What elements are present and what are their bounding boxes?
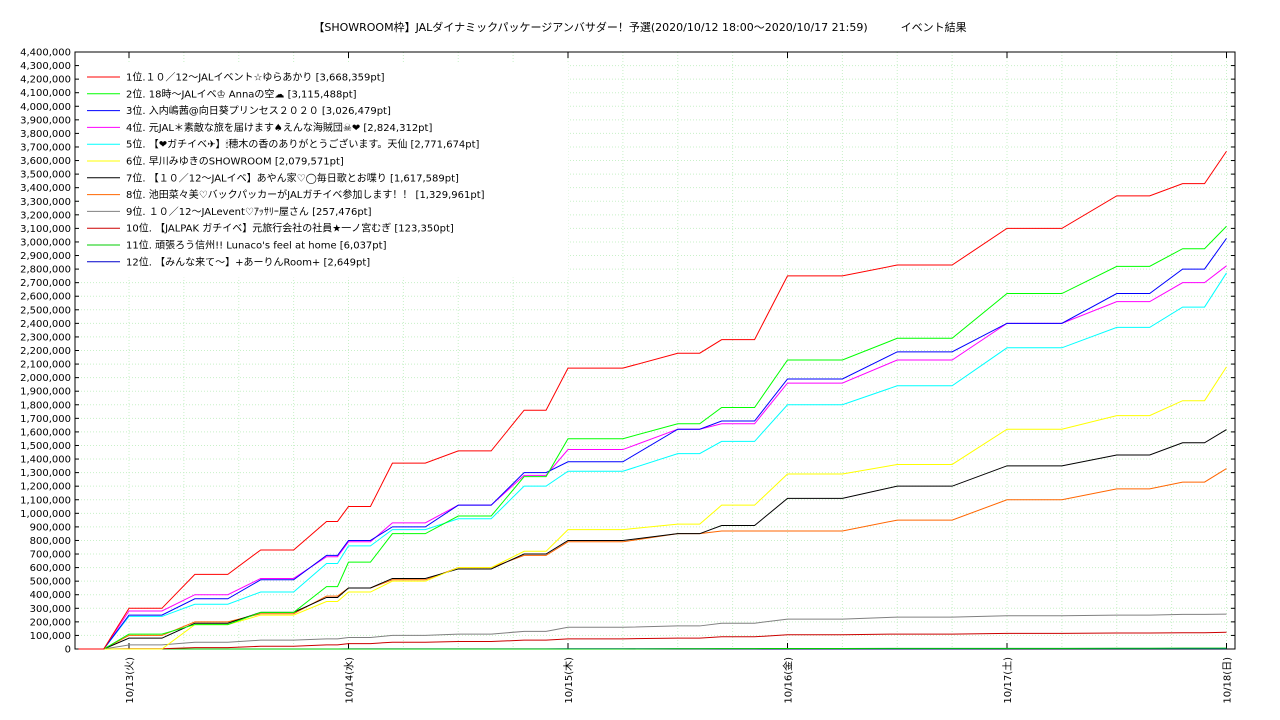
y-tick-label: 1,700,000	[20, 414, 71, 425]
x-axis-ticks: 10/13(火) 10/14(水) 10/15(木) 10/16(金) 10/17(土)…	[124, 52, 1234, 704]
legend-entry: 9位. １０／12～JALevent♡ｱｯｻﾘｰ屋さん [257,476pt]	[126, 205, 372, 218]
chart-title: 【SHOWROOM枠】JALダイナミックパッケージアンバサダー！予選(2020/…	[313, 21, 967, 34]
y-tick-label: 1,000,000	[20, 509, 71, 520]
y-tick-label: 3,400,000	[20, 183, 71, 194]
y-tick-label: 300,000	[30, 604, 71, 615]
series-line	[78, 150, 1227, 650]
y-tick-label: 1,900,000	[20, 387, 71, 398]
x-tick-label: 10/17(土)	[1001, 657, 1014, 704]
y-tick-label: 2,500,000	[20, 305, 71, 316]
series-lines	[78, 150, 1227, 650]
y-tick-label: 200,000	[30, 617, 71, 628]
series-line	[78, 468, 1227, 650]
legend-entry: 6位. 早川みゆきのSHOWROOM [2,079,571pt]	[126, 155, 344, 168]
y-tick-label: 2,200,000	[20, 346, 71, 357]
y-tick-label: 3,800,000	[20, 129, 71, 140]
legend-entry: 10位. 【JALPAK ガチイベ】元旅行会社の社員★一ノ宮むぎ [123,35…	[126, 222, 454, 235]
y-tick-label: 1,300,000	[20, 468, 71, 479]
y-tick-label: 2,000,000	[20, 373, 71, 384]
series-line	[78, 225, 1227, 650]
y-tick-label: 2,400,000	[20, 319, 71, 330]
series-line	[78, 613, 1227, 650]
y-tick-label: 3,900,000	[20, 115, 71, 126]
y-tick-label: 500,000	[30, 577, 71, 588]
y-tick-label: 2,100,000	[20, 360, 71, 371]
y-tick-label: 3,700,000	[20, 142, 71, 153]
y-tick-label: 700,000	[30, 550, 71, 561]
y-tick-label: 2,900,000	[20, 251, 71, 262]
x-tick-label: 10/16(金)	[782, 657, 795, 704]
y-tick-label: 100,000	[30, 631, 71, 642]
y-tick-label: 1,200,000	[20, 482, 71, 493]
y-tick-label: 3,000,000	[20, 237, 71, 248]
legend-entry: 1位.１０／12～JALイベント☆ゆらあかり [3,668,359pt]	[126, 71, 385, 84]
y-tick-label: 600,000	[30, 563, 71, 574]
legend-box	[80, 64, 568, 278]
legend-entry: 4位. 元JAL＊素敵な旅を届けます♠えんな海賊団☠❤ [2,824,312pt…	[126, 121, 432, 134]
legend-entry: 7位. 【１０／12～JALイベ】あやん家♡◯毎日歌とお喋り [1,617,58…	[126, 171, 459, 184]
y-tick-label: 2,700,000	[20, 278, 71, 289]
y-tick-label: 1,800,000	[20, 400, 71, 411]
legend-entry: 5位. 【❤ガチイベ✈】🕯穂木の香のありがとうございます。天仙 [2,771,6…	[126, 138, 480, 151]
y-tick-label: 4,400,000	[20, 48, 71, 59]
y-tick-label: 3,500,000	[20, 170, 71, 181]
y-tick-label: 3,600,000	[20, 156, 71, 167]
y-tick-label: 3,300,000	[20, 197, 71, 208]
y-tick-label: 2,600,000	[20, 292, 71, 303]
legend-entry: 3位. 入内嶋茜@向日葵プリンセス２０２０ [3,026,479pt]	[126, 104, 391, 117]
y-tick-label: 900,000	[30, 522, 71, 533]
y-tick-label: 2,800,000	[20, 265, 71, 276]
series-line	[78, 238, 1227, 650]
y-tick-label: 4,100,000	[20, 88, 71, 99]
y-tick-label: 400,000	[30, 590, 71, 601]
y-tick-label: 1,600,000	[20, 427, 71, 438]
legend-entry: 11位. 頑張ろう信州!! Lunaco's feel at home [6,0…	[126, 239, 387, 252]
y-tick-label: 1,100,000	[20, 495, 71, 506]
y-tick-label: 4,300,000	[20, 61, 71, 72]
y-tick-label: 1,400,000	[20, 455, 71, 466]
legend-entry: 2位. 18時～JALイベ♔ Annaの空☁ [3,115,488pt]	[126, 87, 357, 100]
y-tick-label: 4,200,000	[20, 75, 71, 86]
legend: 1位.１０／12～JALイベント☆ゆらあかり [3,668,359pt] 2位. …	[80, 64, 568, 278]
x-tick-label: 10/13(火)	[124, 657, 136, 704]
y-tick-label: 3,200,000	[20, 210, 71, 221]
y-axis-ticks: 0 100,000 200,000 300,000 400,000 500,000 600,…	[20, 48, 1235, 656]
y-tick-label: 4,000,000	[20, 102, 71, 113]
series-line	[78, 647, 1227, 650]
x-tick-label: 10/15(木)	[563, 657, 575, 704]
x-tick-label: 10/14(水)	[344, 657, 356, 704]
y-tick-label: 800,000	[30, 536, 71, 547]
x-tick-label: 10/18(日)	[1223, 657, 1234, 704]
series-line	[78, 366, 1227, 650]
y-tick-label: 1,500,000	[20, 441, 71, 452]
legend-entry: 8位. 池田菜々美♡バックパッカーがJALガチイベ参加します！！ [1,329,…	[126, 188, 485, 201]
y-tick-label: 0	[65, 645, 71, 656]
y-tick-label: 3,100,000	[20, 224, 71, 235]
legend-entry: 12位. 【みんな来て～】+あーりんRoom+ [2,649pt]	[126, 255, 370, 268]
series-line	[78, 631, 1227, 650]
series-line	[78, 272, 1227, 650]
y-tick-label: 2,300,000	[20, 332, 71, 343]
